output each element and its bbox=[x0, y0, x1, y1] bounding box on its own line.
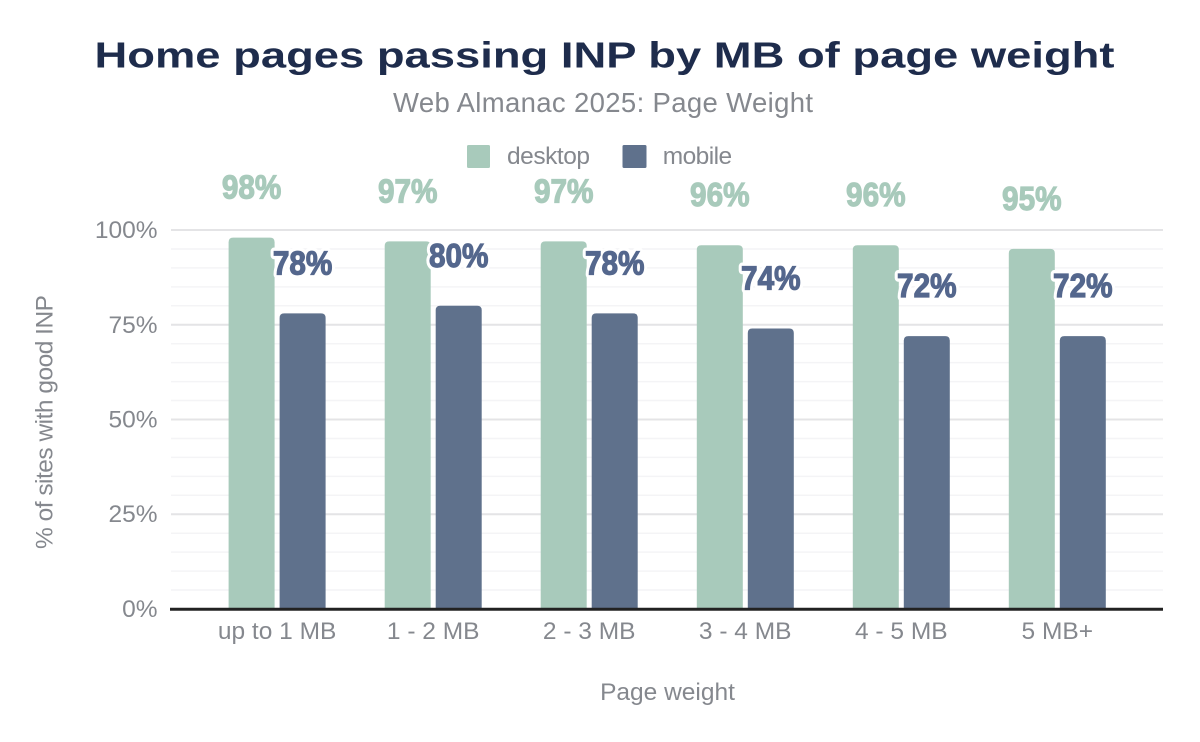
svg-text:96%: 96% bbox=[690, 177, 750, 214]
svg-text:100%: 100% bbox=[95, 217, 158, 244]
svg-text:78%: 78% bbox=[585, 245, 645, 282]
svg-text:80%: 80% bbox=[429, 238, 489, 275]
svg-text:up to 1 MB: up to 1 MB bbox=[218, 618, 336, 645]
svg-text:78%: 78% bbox=[273, 245, 333, 282]
svg-text:78%: 78% bbox=[273, 245, 333, 282]
svg-text:74%: 74% bbox=[741, 261, 801, 298]
svg-text:1 - 2 MB: 1 - 2 MB bbox=[387, 618, 480, 645]
svg-text:5 MB+: 5 MB+ bbox=[1022, 618, 1094, 645]
svg-text:Home pages passing INP by MB o: Home pages passing INP by MB of page wei… bbox=[95, 35, 1115, 76]
svg-text:80%: 80% bbox=[429, 238, 489, 275]
svg-text:72%: 72% bbox=[897, 268, 957, 305]
svg-text:97%: 97% bbox=[534, 173, 594, 210]
svg-text:25%: 25% bbox=[108, 501, 157, 528]
svg-text:95%: 95% bbox=[1002, 181, 1062, 218]
svg-text:72%: 72% bbox=[1053, 268, 1113, 305]
svg-text:72%: 72% bbox=[897, 268, 957, 305]
svg-text:0%: 0% bbox=[122, 596, 157, 623]
svg-text:95%: 95% bbox=[1002, 181, 1062, 218]
svg-text:50%: 50% bbox=[108, 407, 157, 434]
svg-text:desktop: desktop bbox=[507, 143, 590, 170]
svg-text:4 - 5 MB: 4 - 5 MB bbox=[855, 618, 948, 645]
svg-text:2 - 3 MB: 2 - 3 MB bbox=[543, 618, 636, 645]
svg-text:72%: 72% bbox=[1053, 268, 1113, 305]
svg-text:98%: 98% bbox=[222, 170, 282, 207]
svg-text:Web Almanac 2025: Page Weight: Web Almanac 2025: Page Weight bbox=[393, 87, 813, 118]
svg-text:96%: 96% bbox=[846, 177, 906, 214]
svg-text:Page weight: Page weight bbox=[600, 679, 735, 706]
svg-text:% of sites with good INP: % of sites with good INP bbox=[32, 295, 59, 549]
svg-text:mobile: mobile bbox=[663, 143, 733, 170]
svg-text:96%: 96% bbox=[690, 177, 750, 214]
svg-text:97%: 97% bbox=[534, 173, 594, 210]
svg-text:96%: 96% bbox=[846, 177, 906, 214]
svg-text:3 - 4 MB: 3 - 4 MB bbox=[699, 618, 792, 645]
svg-text:78%: 78% bbox=[585, 245, 645, 282]
svg-text:98%: 98% bbox=[222, 170, 282, 207]
svg-text:97%: 97% bbox=[378, 173, 438, 210]
svg-text:75%: 75% bbox=[108, 312, 157, 339]
svg-text:97%: 97% bbox=[378, 173, 438, 210]
svg-text:74%: 74% bbox=[741, 261, 801, 298]
